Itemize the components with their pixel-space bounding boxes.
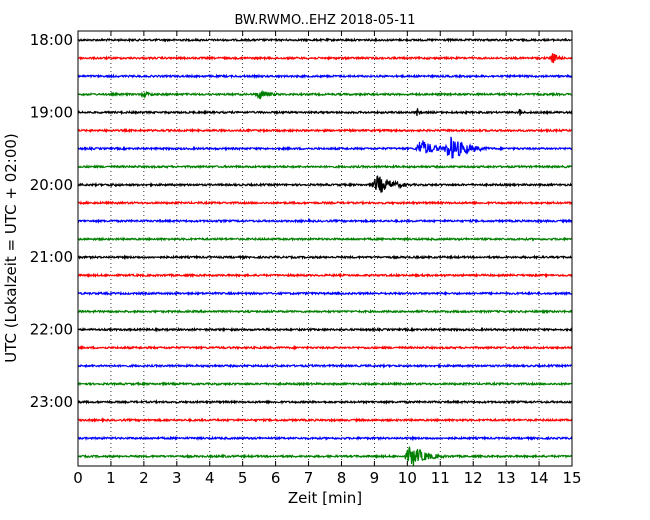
trace-line xyxy=(77,381,573,387)
x-axis-ticks: 0 1 2 3 4 5 6 7 8 9 10 11 12 13 14 15 xyxy=(73,31,582,487)
x-tick-label: 0 xyxy=(73,469,83,487)
trace-line xyxy=(77,163,573,170)
trace-group xyxy=(77,37,573,466)
plot-frame xyxy=(77,30,573,467)
chart-title: BW.RWMO..EHZ 2018-05-11 xyxy=(234,13,415,28)
trace-line xyxy=(77,398,573,405)
trace-line xyxy=(77,199,573,206)
x-tick-label: 1 xyxy=(106,469,116,487)
trace-line xyxy=(77,272,573,279)
x-tick-label: 7 xyxy=(304,469,314,487)
y-tick-label: 20:00 xyxy=(30,176,73,194)
trace-line xyxy=(77,217,573,224)
x-tick-label: 8 xyxy=(337,469,347,487)
x-tick-label: 12 xyxy=(464,469,483,487)
trace-line xyxy=(77,326,573,333)
x-tick-label: 4 xyxy=(205,469,215,487)
vertical-gridlines xyxy=(110,31,540,466)
trace-line xyxy=(77,37,573,43)
x-tick-label: 3 xyxy=(172,469,182,487)
y-tick-label: 19:00 xyxy=(30,103,73,121)
trace-line xyxy=(77,344,573,351)
trace-line xyxy=(77,108,573,116)
x-tick-label: 11 xyxy=(431,469,450,487)
y-axis-label: UTC (Lokalzeit = UTC + 02:00) xyxy=(2,133,20,363)
y-tick-label: 18:00 xyxy=(30,31,73,49)
y-axis-ticks: 18:00 19:00 20:00 21:00 22:00 23:00 xyxy=(30,31,83,411)
trace-line xyxy=(77,53,573,64)
x-tick-label: 6 xyxy=(271,469,281,487)
trace-line xyxy=(77,290,573,297)
y-tick-label: 23:00 xyxy=(30,393,73,411)
trace-line xyxy=(77,175,573,193)
trace-line xyxy=(77,362,573,369)
trace-line xyxy=(77,136,573,159)
x-tick-label: 9 xyxy=(370,469,380,487)
x-tick-label: 14 xyxy=(530,469,549,487)
trace-line xyxy=(77,254,573,261)
x-tick-label: 2 xyxy=(139,469,149,487)
x-axis-label: Zeit [min] xyxy=(288,489,362,507)
trace-line xyxy=(77,73,573,80)
x-tick-label: 13 xyxy=(497,469,516,487)
trace-line xyxy=(77,308,573,315)
y-tick-label: 21:00 xyxy=(30,248,73,266)
trace-line xyxy=(77,417,573,424)
trace-line xyxy=(77,89,573,100)
y-tick-label: 22:00 xyxy=(30,321,73,339)
trace-line xyxy=(77,435,573,442)
x-tick-label: 10 xyxy=(398,469,417,487)
trace-line xyxy=(77,235,573,242)
x-tick-label: 15 xyxy=(562,469,581,487)
trace-line xyxy=(77,127,573,134)
trace-line xyxy=(77,446,573,466)
x-tick-label: 5 xyxy=(238,469,248,487)
